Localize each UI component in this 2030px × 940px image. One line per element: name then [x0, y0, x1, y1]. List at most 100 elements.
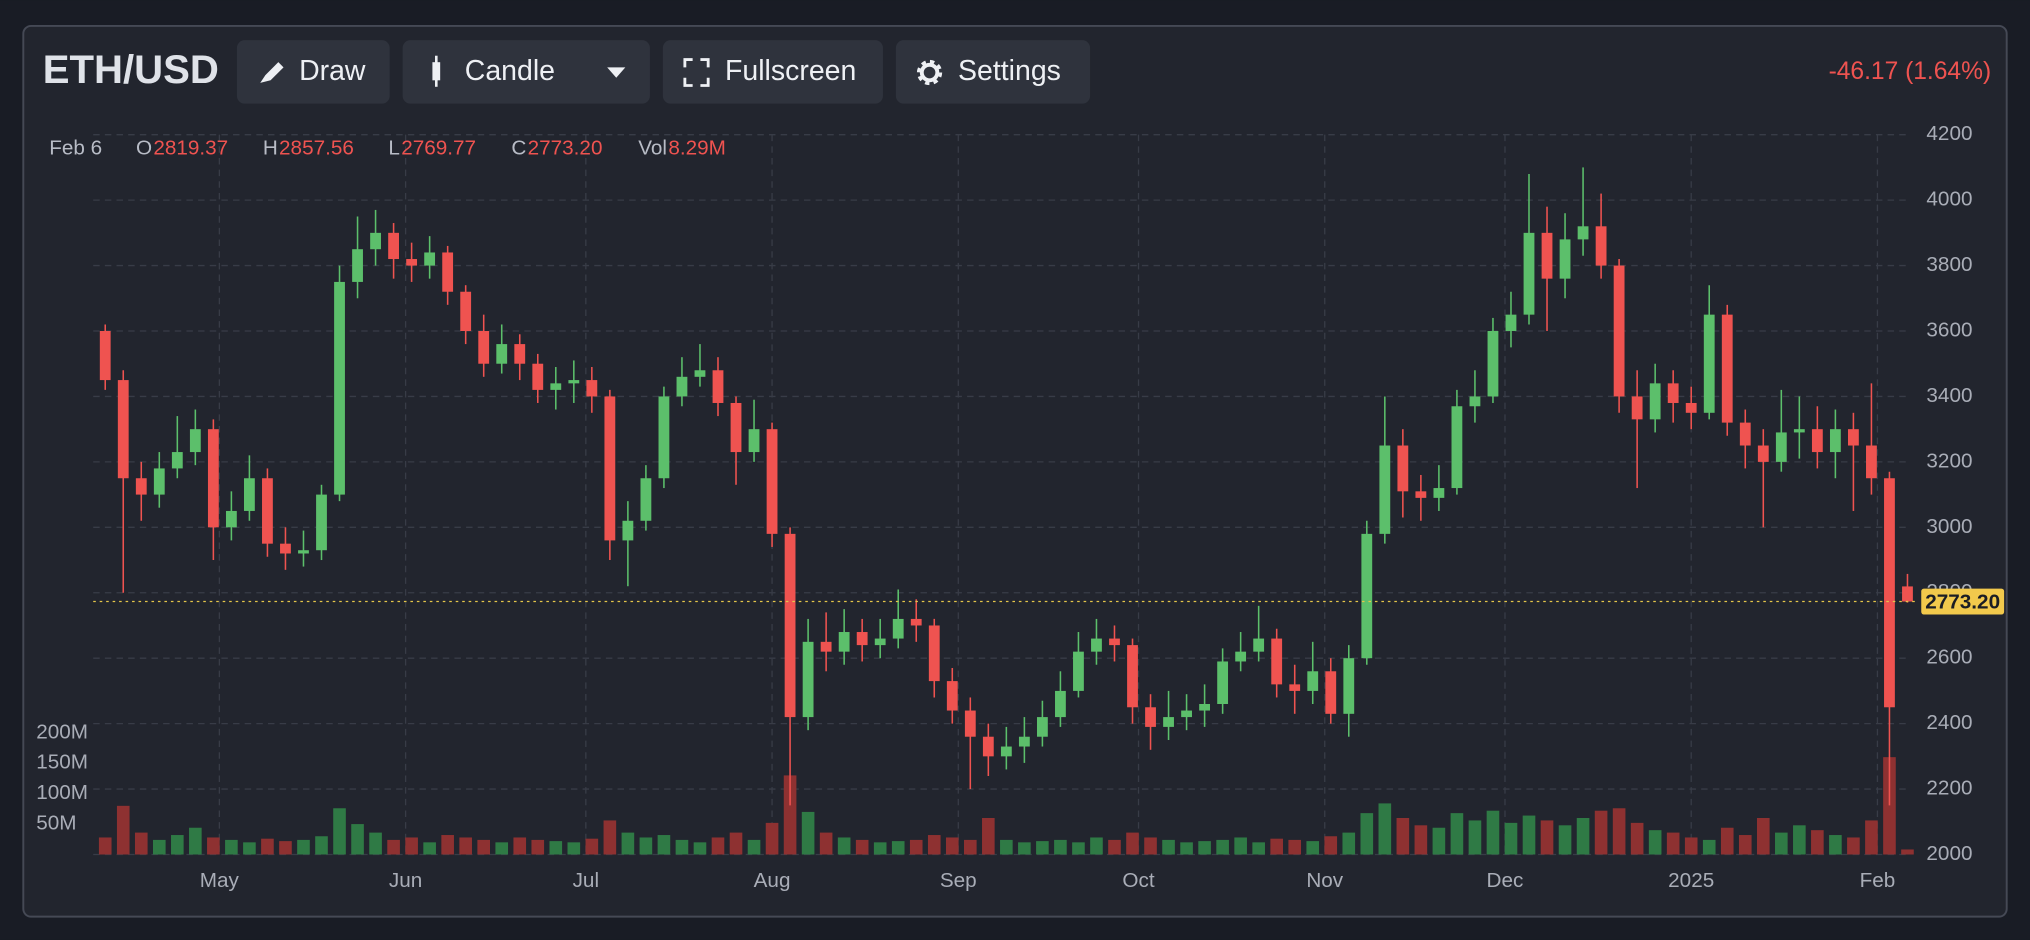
volume-bar — [279, 841, 292, 855]
button-bg[interactable] — [236, 40, 390, 104]
candle-body — [1325, 671, 1337, 714]
candle-body — [1163, 717, 1174, 727]
candle-body — [1505, 314, 1517, 332]
button-bg[interactable] — [662, 40, 883, 104]
button-label[interactable]: Candle — [465, 55, 555, 87]
volume-tick-label: 150M — [36, 751, 88, 774]
volume-bar — [405, 837, 418, 855]
draw-button[interactable]: Draw — [236, 40, 390, 104]
candle-body — [135, 478, 147, 495]
button-bg[interactable] — [895, 40, 1091, 104]
candle-body — [1343, 658, 1355, 714]
volume-bar — [1054, 839, 1067, 855]
gear-icon — [919, 62, 940, 83]
candle-body — [640, 478, 652, 521]
candle-body — [496, 344, 508, 364]
candle-body — [1577, 226, 1589, 240]
volume-bar — [1901, 849, 1914, 855]
y-tick-label: 3600 — [1926, 318, 1972, 341]
candle-button[interactable]: Candle — [402, 40, 650, 104]
candle-body — [1595, 226, 1607, 266]
legend-key: L — [388, 136, 400, 159]
fullscreen-icon — [683, 58, 710, 87]
volume-bar — [801, 811, 815, 855]
candle-body — [1433, 488, 1445, 498]
volume-bar — [1378, 803, 1392, 855]
volume-bar — [603, 820, 617, 855]
volume-bar — [1306, 841, 1320, 855]
candle-body — [550, 383, 562, 390]
x-tick-label: Oct — [1122, 869, 1154, 892]
volume-bar — [585, 838, 599, 855]
volume-bar — [1396, 818, 1410, 855]
candle-body — [820, 641, 832, 652]
volume-bar — [261, 838, 274, 855]
x-tick-label: May — [200, 869, 240, 892]
candle-body — [532, 363, 544, 390]
candle-body — [1721, 314, 1733, 423]
volume-bar — [639, 837, 653, 855]
volume-bar — [891, 841, 905, 855]
candle-body — [1775, 432, 1787, 462]
legend-value: 2819.37 — [153, 136, 228, 159]
volume-bar — [1576, 818, 1590, 855]
button-bg[interactable] — [402, 40, 650, 104]
y-tick-label: 3800 — [1926, 253, 1972, 276]
volume-bar — [1775, 832, 1788, 855]
x-tick-label: Jul — [573, 869, 599, 892]
volume-bar — [621, 832, 635, 855]
settings-button[interactable]: Settings — [895, 40, 1091, 104]
volume-bar — [134, 832, 148, 855]
volume-bar — [1072, 842, 1085, 855]
x-tick-label: Dec — [1487, 869, 1524, 892]
last-price-label: 2773.20 — [1925, 590, 2000, 613]
candle-body — [1848, 429, 1859, 446]
volume-bar — [1270, 838, 1283, 855]
price-change: -46.17 (1.64%) — [1829, 58, 1992, 85]
volume-bar — [945, 837, 959, 855]
volume-bar — [1756, 818, 1770, 855]
candle-body — [262, 478, 273, 544]
candle-body — [604, 396, 616, 541]
candle-body — [442, 252, 454, 292]
candle-body — [1451, 406, 1463, 489]
candle-body — [1667, 383, 1679, 403]
volume-bar — [369, 832, 382, 855]
candle-body — [1739, 422, 1751, 446]
volume-bar — [1252, 842, 1265, 855]
y-tick-label: 2400 — [1926, 711, 1972, 734]
volume-bar — [1540, 820, 1554, 855]
volume-bar — [387, 839, 400, 855]
candle-body — [1469, 396, 1481, 407]
volume-bar — [693, 842, 707, 855]
button-label[interactable]: Settings — [958, 55, 1061, 87]
candle-body — [424, 252, 436, 266]
candle-body — [748, 429, 760, 453]
volume-bar — [207, 837, 220, 855]
candle-body — [1541, 232, 1553, 279]
button-label[interactable]: Draw — [299, 55, 366, 87]
candle-body — [982, 736, 994, 757]
volume-bar — [963, 839, 977, 855]
candle-body — [658, 396, 670, 479]
dropdown-arrow[interactable] — [607, 67, 626, 78]
legend-date: Feb 6 — [49, 136, 102, 159]
volume-bar — [243, 842, 256, 855]
volume-bar — [1360, 813, 1374, 855]
x-tick-label: Aug — [754, 869, 791, 892]
volume-bar — [1468, 820, 1482, 855]
panel — [22, 24, 2008, 918]
candle-body — [460, 291, 472, 332]
candle-body — [1145, 707, 1156, 727]
candle-body — [694, 370, 706, 377]
volume-bar — [1126, 832, 1139, 855]
volume-bar — [1162, 839, 1175, 855]
y-tick-label: 4000 — [1926, 188, 1972, 211]
volume-bar — [982, 818, 995, 855]
candle-body — [1073, 651, 1084, 691]
volume-bar — [1018, 842, 1031, 855]
button-label[interactable]: Fullscreen — [725, 55, 856, 87]
candle-body — [1307, 671, 1319, 691]
candle-body — [1415, 491, 1427, 498]
fullscreen-button[interactable]: Fullscreen — [662, 40, 883, 104]
